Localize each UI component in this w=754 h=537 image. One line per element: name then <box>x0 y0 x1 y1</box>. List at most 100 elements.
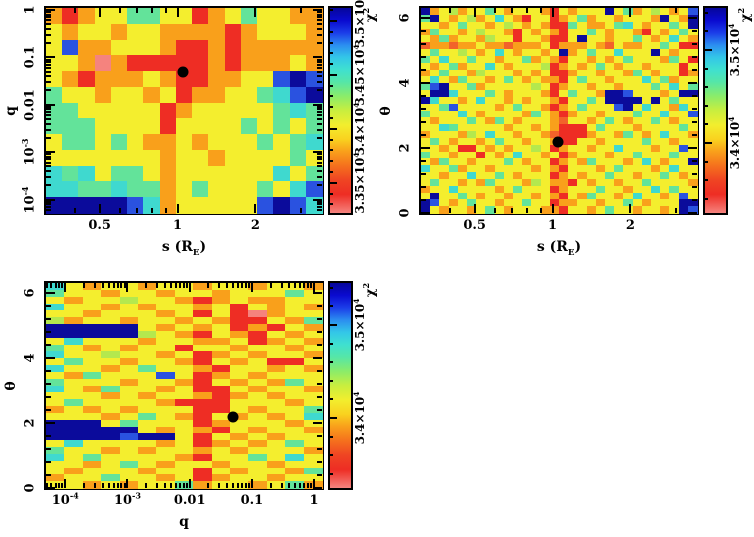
y-minor-tick <box>46 27 51 30</box>
heatmap-cell <box>669 117 680 125</box>
heatmap-cell <box>266 440 286 448</box>
y-minor-tick <box>317 370 322 373</box>
x-minor-tick <box>54 283 57 288</box>
heatmap-cell <box>494 8 505 16</box>
x-minor-tick <box>207 483 210 488</box>
heatmap-cell <box>485 124 496 132</box>
heatmap-cell <box>224 149 242 167</box>
heatmap-cell <box>421 199 431 207</box>
heatmap-cell <box>119 324 139 332</box>
heatmap-cell <box>303 351 323 359</box>
heatmap-cell <box>678 42 689 50</box>
colorbar-minor-tick <box>330 305 333 308</box>
heatmap-cell <box>174 392 194 400</box>
heatmap-cell <box>678 172 689 180</box>
heatmap-cell <box>448 83 459 91</box>
heatmap-cell <box>568 110 579 119</box>
heatmap-cell <box>586 192 597 201</box>
heatmap-cell <box>46 289 66 298</box>
heatmap-cell <box>595 158 606 166</box>
x-minor-tick <box>164 208 167 213</box>
heatmap-cell <box>687 42 698 50</box>
heatmap-cell <box>632 172 643 180</box>
heatmap-cell <box>82 399 102 407</box>
heatmap-cell <box>211 474 231 482</box>
x-minor-tick <box>136 8 139 13</box>
heatmap-cell <box>467 185 477 194</box>
heatmap-cell <box>46 453 66 462</box>
heatmap-cell <box>211 481 231 489</box>
heatmap-cell <box>485 14 496 23</box>
heatmap-cell <box>193 289 213 298</box>
heatmap-cell <box>119 310 139 318</box>
heatmap-cell <box>540 158 551 166</box>
heatmap-cell <box>192 39 210 57</box>
heatmap-cell <box>595 144 606 153</box>
heatmap-cell <box>305 86 323 104</box>
heatmap-cell <box>605 178 615 187</box>
heatmap-cell <box>101 303 121 312</box>
heatmap-cell <box>439 185 450 194</box>
y-minor-tick <box>46 70 51 73</box>
y-minor-tick <box>692 121 697 124</box>
heatmap-cell <box>64 344 84 353</box>
heatmap-cell <box>632 49 643 57</box>
heatmap-cell <box>127 181 145 199</box>
colorbar-minor-tick <box>330 138 333 141</box>
colorbar <box>703 6 728 215</box>
heatmap-cell <box>211 324 231 332</box>
heatmap-cell <box>540 8 551 16</box>
heatmap-cell <box>193 303 213 312</box>
heatmap-cell <box>82 385 102 394</box>
x-minor-tick <box>218 483 221 488</box>
heatmap-cell <box>540 55 551 64</box>
heatmap-cell <box>660 178 671 187</box>
heatmap-cell <box>467 172 477 180</box>
heatmap-cell <box>577 55 588 64</box>
heatmap-cell <box>193 365 213 373</box>
heatmap-cell <box>101 481 121 489</box>
heatmap-cell <box>531 83 542 91</box>
heatmap-cell <box>78 23 96 41</box>
heatmap-cell <box>305 102 323 120</box>
heatmap-cell <box>641 42 652 50</box>
x-minor-tick <box>307 283 310 288</box>
heatmap-cell <box>678 158 689 166</box>
heatmap-cell <box>421 172 431 180</box>
heatmap-cell <box>660 69 671 78</box>
heatmap-cell <box>175 134 193 151</box>
heatmap-cell <box>101 406 121 414</box>
heatmap-cell <box>289 134 307 151</box>
heatmap-cell <box>448 151 459 160</box>
heatmap-cell <box>159 197 177 214</box>
heatmap-cell <box>156 371 176 380</box>
heatmap-cell <box>513 158 523 166</box>
heatmap-cell <box>494 158 505 166</box>
heatmap-cell <box>64 378 84 387</box>
heatmap-cell <box>211 358 231 366</box>
heatmap-cell <box>687 117 698 125</box>
heatmap-cell <box>632 137 643 146</box>
heatmap-cell <box>678 165 689 173</box>
y-minor-tick <box>692 199 697 202</box>
heatmap-cell <box>421 131 431 139</box>
heatmap-cell <box>522 124 533 132</box>
x-minor-tick <box>299 208 302 213</box>
heatmap-cell <box>192 197 210 214</box>
heatmap-cell <box>660 8 671 16</box>
heatmap-cell <box>485 96 496 105</box>
heatmap-cell <box>119 296 139 305</box>
x-minor-tick <box>116 483 119 488</box>
heatmap-cell <box>568 35 579 43</box>
heatmap-cell <box>485 90 496 98</box>
heatmap-cell <box>193 399 213 407</box>
heatmap-cell <box>632 117 643 125</box>
heatmap-cell <box>595 49 606 57</box>
heatmap-cell <box>494 28 505 37</box>
x-minor-tick <box>226 483 229 488</box>
heatmap-cell <box>305 134 323 151</box>
heatmap-cell <box>577 158 588 166</box>
heatmap-cell <box>476 96 487 105</box>
colorbar-minor-tick <box>330 192 333 195</box>
heatmap-cell <box>439 117 450 125</box>
